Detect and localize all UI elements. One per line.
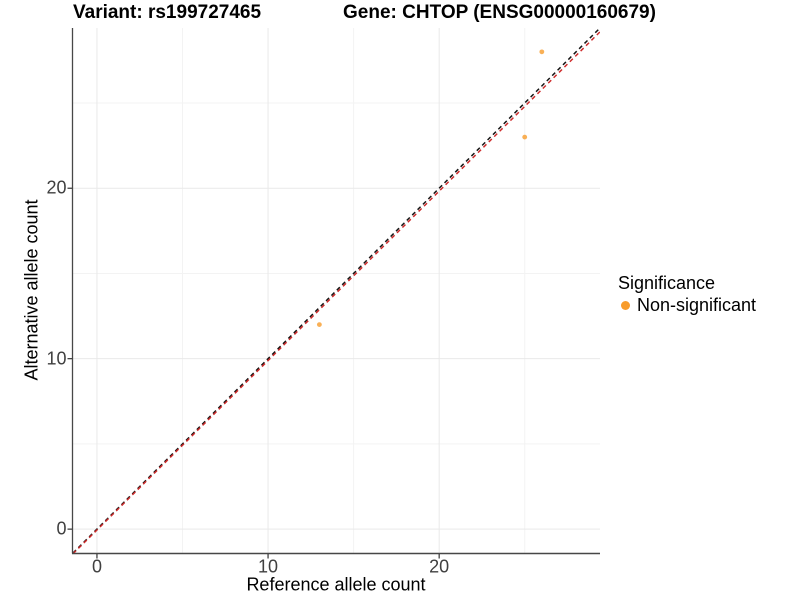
- data-point: [522, 134, 528, 140]
- y-tick-label: 20: [46, 177, 67, 198]
- legend-item-label: Non-significant: [637, 295, 757, 315]
- y-tick-label: 10: [46, 348, 67, 369]
- identity-line: [73, 28, 600, 553]
- legend: Significance Non-significant: [618, 273, 756, 316]
- legend-item-non-significant: Non-significant: [621, 295, 756, 316]
- x-axis-title: Reference allele count: [246, 574, 426, 595]
- fit-line: [73, 31, 600, 553]
- y-axis-title: Alternative allele count: [21, 199, 42, 381]
- plot-title-variant: Variant: rs199727465: [73, 2, 262, 23]
- data-point: [539, 49, 545, 55]
- x-tick-label: 0: [91, 556, 102, 576]
- data-point: [316, 322, 322, 327]
- y-tick-label: 0: [56, 518, 67, 539]
- plot-title-gene: Gene: CHTOP (ENSG00000160679): [343, 2, 656, 23]
- x-tick-label: 20: [429, 556, 450, 576]
- x-tick-label: 10: [258, 556, 279, 576]
- legend-title: Significance: [618, 273, 716, 293]
- legend-key-dot-icon: [621, 301, 630, 310]
